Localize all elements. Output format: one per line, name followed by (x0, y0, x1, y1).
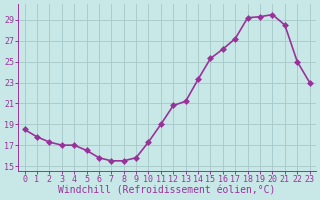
X-axis label: Windchill (Refroidissement éolien,°C): Windchill (Refroidissement éolien,°C) (58, 186, 276, 196)
